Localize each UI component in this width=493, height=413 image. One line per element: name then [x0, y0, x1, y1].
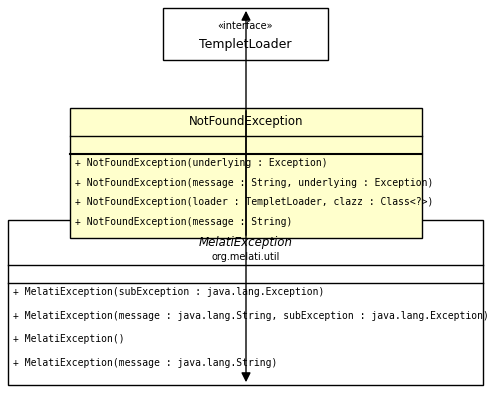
- Text: + MelatiException(message : java.lang.String, subException : java.lang.Exception: + MelatiException(message : java.lang.St…: [13, 311, 489, 321]
- Text: org.melati.util: org.melati.util: [211, 252, 280, 261]
- Bar: [8, 220, 483, 385]
- Text: + NotFoundException(loader : TempletLoader, clazz : Class<?>): + NotFoundException(loader : TempletLoad…: [75, 197, 433, 207]
- Bar: [163, 8, 328, 60]
- Text: TempletLoader: TempletLoader: [199, 38, 292, 51]
- Text: NotFoundException: NotFoundException: [189, 116, 303, 128]
- Text: + NotFoundException(message : String, underlying : Exception): + NotFoundException(message : String, un…: [75, 178, 433, 188]
- Text: + NotFoundException(message : String): + NotFoundException(message : String): [75, 216, 292, 227]
- Bar: [70, 108, 422, 238]
- Text: MelatiException: MelatiException: [199, 236, 292, 249]
- Text: + NotFoundException(underlying : Exception): + NotFoundException(underlying : Excepti…: [75, 158, 328, 168]
- Text: «interface»: «interface»: [218, 21, 273, 31]
- Text: + MelatiException(message : java.lang.String): + MelatiException(message : java.lang.St…: [13, 358, 278, 368]
- Text: + MelatiException(subException : java.lang.Exception): + MelatiException(subException : java.la…: [13, 287, 324, 297]
- Text: + MelatiException(): + MelatiException(): [13, 335, 125, 344]
